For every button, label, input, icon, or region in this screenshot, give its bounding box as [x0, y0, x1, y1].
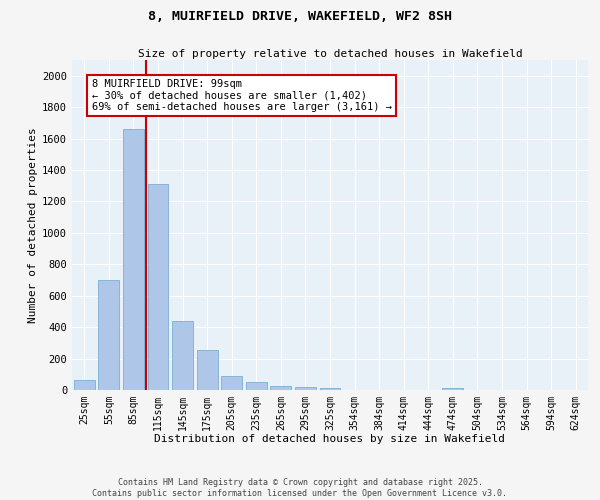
Bar — [271, 386, 292, 390]
Bar — [221, 376, 242, 390]
Bar — [172, 321, 193, 390]
Bar — [74, 380, 95, 390]
X-axis label: Distribution of detached houses by size in Wakefield: Distribution of detached houses by size … — [155, 434, 505, 444]
Text: Contains HM Land Registry data © Crown copyright and database right 2025.
Contai: Contains HM Land Registry data © Crown c… — [92, 478, 508, 498]
Text: 8 MUIRFIELD DRIVE: 99sqm
← 30% of detached houses are smaller (1,402)
69% of sem: 8 MUIRFIELD DRIVE: 99sqm ← 30% of detach… — [92, 79, 392, 112]
Bar — [295, 387, 316, 390]
Title: Size of property relative to detached houses in Wakefield: Size of property relative to detached ho… — [137, 49, 523, 59]
Bar — [98, 280, 119, 390]
Bar — [123, 129, 144, 390]
Bar — [197, 350, 218, 390]
Bar — [246, 382, 267, 390]
Bar — [148, 184, 169, 390]
Bar — [442, 388, 463, 390]
Text: 8, MUIRFIELD DRIVE, WAKEFIELD, WF2 8SH: 8, MUIRFIELD DRIVE, WAKEFIELD, WF2 8SH — [148, 10, 452, 23]
Y-axis label: Number of detached properties: Number of detached properties — [28, 127, 38, 323]
Bar — [320, 388, 340, 390]
